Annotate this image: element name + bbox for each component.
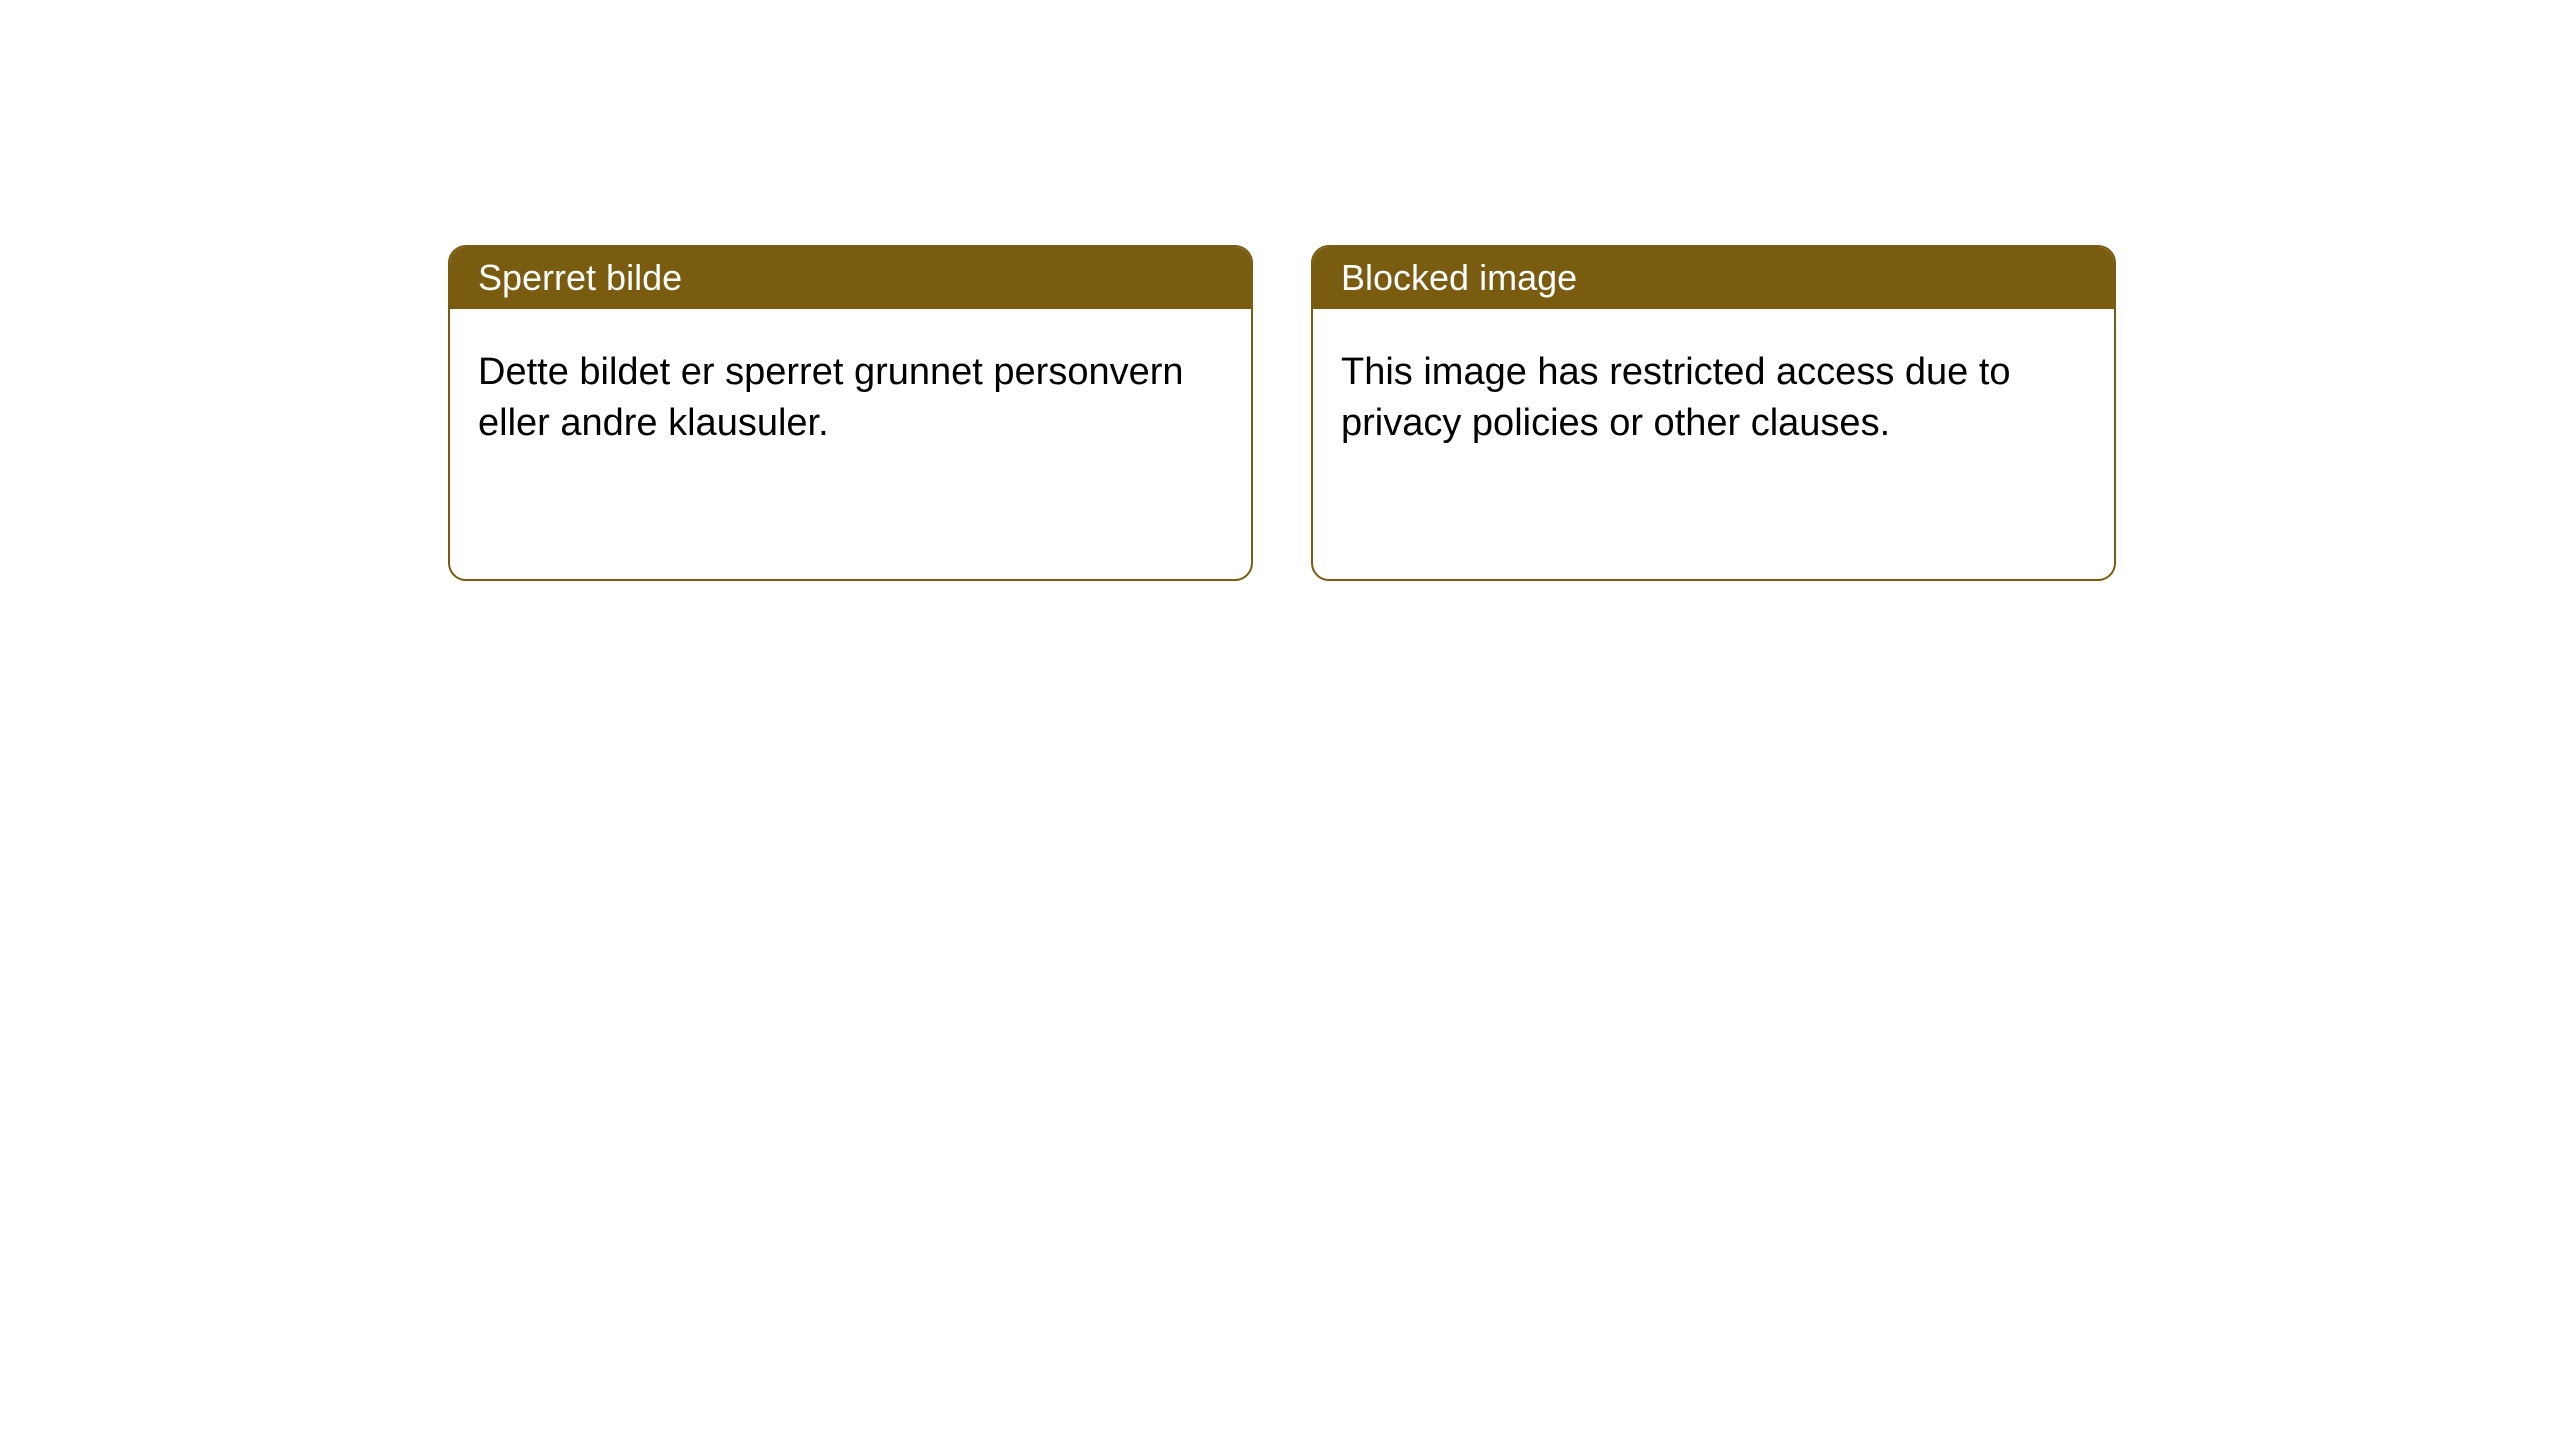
card-header-text: Blocked image	[1341, 257, 1577, 298]
card-body-text: Dette bildet er sperret grunnet personve…	[478, 351, 1184, 444]
card-header: Blocked image	[1313, 247, 2114, 309]
card-body: This image has restricted access due to …	[1313, 309, 2114, 488]
card-body: Dette bildet er sperret grunnet personve…	[450, 309, 1251, 488]
card-body-text: This image has restricted access due to …	[1341, 351, 2011, 444]
card-header-text: Sperret bilde	[478, 257, 682, 298]
card-header: Sperret bilde	[450, 247, 1251, 309]
blocked-image-card-en: Blocked image This image has restricted …	[1311, 245, 2116, 581]
blocked-image-card-no: Sperret bilde Dette bildet er sperret gr…	[448, 245, 1253, 581]
card-container: Sperret bilde Dette bildet er sperret gr…	[0, 0, 2560, 581]
